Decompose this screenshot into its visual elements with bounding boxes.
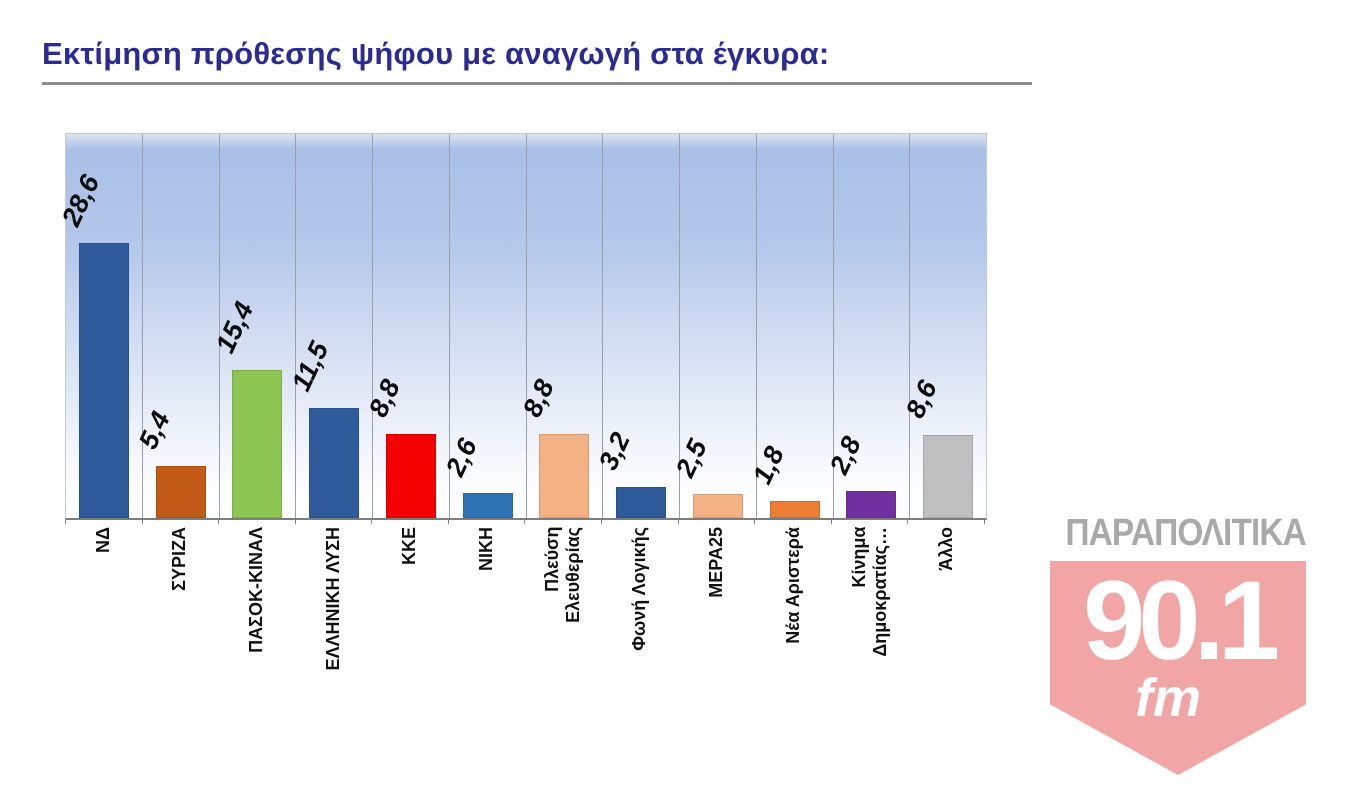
x-axis-label-text: ΜΕΡΑ25 xyxy=(706,527,727,598)
bar-10 xyxy=(846,491,897,518)
axis-tick xyxy=(908,519,985,524)
x-axis-label: Κίνημα Δημοκρατίας… xyxy=(832,527,909,657)
axis-tick xyxy=(143,519,220,524)
x-axis-label-text: ΠΑΣΟΚ-ΚΙΝΑΛ xyxy=(246,527,267,653)
axis-ticks xyxy=(65,519,985,524)
bar-7 xyxy=(616,487,667,518)
bar-6 xyxy=(539,433,590,518)
x-axis-label: Πλεύση Ελευθερίας xyxy=(525,527,602,623)
bar-2 xyxy=(232,370,283,518)
bar-slot: 2,5 xyxy=(670,134,757,518)
page-title-text: Εκτίμηση πρόθεσης ψήφου με αναγωγή στα έ… xyxy=(42,36,830,71)
bar-slot: 2,6 xyxy=(440,134,527,518)
bar-11 xyxy=(923,435,974,518)
x-axis-label: ΜΕΡΑ25 xyxy=(678,527,755,598)
x-axis-label: ΠΑΣΟΚ-ΚΙΝΑΛ xyxy=(218,527,295,653)
logo-frequency: 90.1 xyxy=(1083,558,1280,683)
bar-3 xyxy=(309,407,360,518)
axis-tick xyxy=(679,519,756,524)
bar-slot: 5,4 xyxy=(133,134,220,518)
bar-8 xyxy=(692,494,743,518)
bar-slot: 2,8 xyxy=(824,134,911,518)
logo-brand-text: ΠΑΡΑΠΟΛΙΤΙΚΑ xyxy=(1065,512,1306,554)
x-axis-label-text: ΝΙΚΗ xyxy=(476,527,497,571)
x-axis-label: ΣΥΡΙΖΑ xyxy=(142,527,219,591)
bar-slot: 8,6 xyxy=(900,134,986,518)
x-axis-label-text: Κίνημα Δημοκρατίας… xyxy=(848,527,891,657)
x-axis-label-text: Πλεύση Ελευθερίας xyxy=(542,527,584,623)
bar-slot: 15,4 xyxy=(210,134,297,518)
bar-value-label: 28,6 xyxy=(56,170,106,232)
x-axis-label: Νέα Αριστερά xyxy=(755,527,832,644)
bar-slot: 28,6 xyxy=(56,134,143,518)
x-axis-label: ΝΔ xyxy=(65,527,142,553)
bar-slot: 8,8 xyxy=(517,134,604,518)
x-axis-label: Φωνή Λογικής xyxy=(602,527,679,651)
axis-tick xyxy=(832,519,909,524)
bar-slot: 3,2 xyxy=(593,134,680,518)
bar-slot: 8,8 xyxy=(363,134,450,518)
bar-slot: 1,8 xyxy=(747,134,834,518)
axis-tick xyxy=(525,519,603,524)
x-axis-label-text: Νέα Αριστερά xyxy=(782,527,803,644)
logo-badge: 90.1 fm xyxy=(1050,561,1306,775)
x-axis-label-text: ΚΚΕ xyxy=(399,527,420,566)
plot-area: 28,6 5,4 15,4 11,5 8,8 2,6 8,8 3,2 2,5 1,8 2,8 8,6 xyxy=(56,133,987,520)
bar-slot: 11,5 xyxy=(286,134,373,518)
bar-5 xyxy=(462,493,513,518)
bar-4 xyxy=(385,433,436,518)
axis-tick xyxy=(372,519,449,524)
logo-band: fm xyxy=(1135,668,1201,728)
x-axis-label-text: ΝΔ xyxy=(92,527,113,553)
bar-1 xyxy=(155,466,206,518)
axis-tick xyxy=(296,519,373,524)
x-axis-labels: ΝΔ ΣΥΡΙΖΑ ΠΑΣΟΚ-ΚΙΝΑΛ ΕΛΛΗΝΙΚΗ ΛΥΣΗ ΚΚΕ ΝΙΚΗ Π… xyxy=(65,527,985,737)
x-axis-label-text: ΕΛΛΗΝΙΚΗ ΛΥΣΗ xyxy=(322,527,343,671)
x-axis-label: ΚΚΕ xyxy=(372,527,449,565)
x-axis-label-text: ΣΥΡΙΖΑ xyxy=(169,527,190,591)
x-axis-label: Άλλο xyxy=(908,527,985,571)
axis-tick xyxy=(602,519,679,524)
bar-9 xyxy=(769,500,820,518)
title-underline xyxy=(42,82,1032,85)
page-title: Εκτίμηση πρόθεσης ψήφου με αναγωγή στα έ… xyxy=(42,36,829,72)
x-axis-label: ΕΛΛΗΝΙΚΗ ΛΥΣΗ xyxy=(295,527,372,671)
bar-0 xyxy=(78,243,129,518)
x-axis-label-text: Φωνή Λογικής xyxy=(629,527,650,651)
x-axis-label: ΝΙΚΗ xyxy=(448,527,525,571)
parapolitika-logo: ΠΑΡΑΠΟΛΙΤΙΚΑ 90.1 fm xyxy=(1050,512,1307,775)
axis-tick xyxy=(65,519,143,524)
axis-tick xyxy=(449,519,526,524)
x-axis-label-text: Άλλο xyxy=(936,527,957,571)
axis-tick xyxy=(219,519,296,524)
axis-tick xyxy=(755,519,832,524)
